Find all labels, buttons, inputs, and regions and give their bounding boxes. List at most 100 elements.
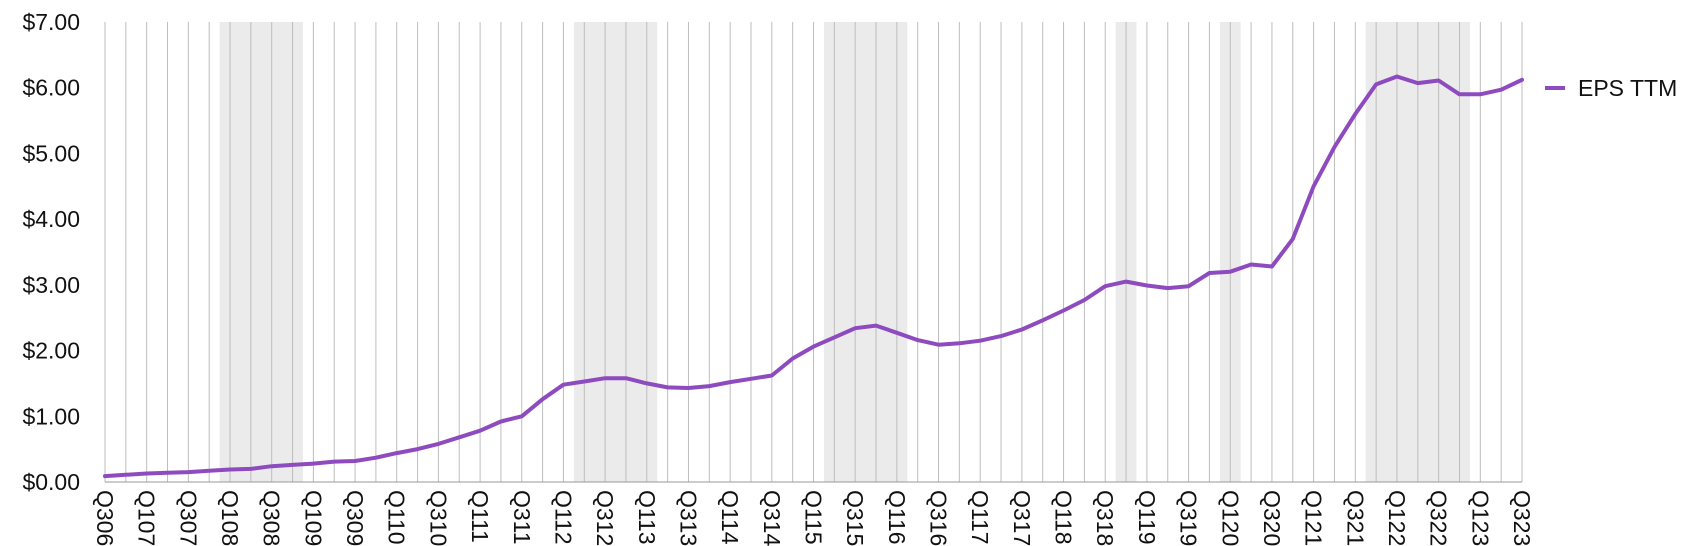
shaded-band-1 [219,22,303,482]
x-tick-label: Q110 [384,490,410,545]
x-tick-label: Q111 [467,490,493,543]
data-point [1499,88,1503,92]
data-point [1041,318,1045,322]
y-tick-label: $3.00 [22,272,80,298]
data-point [207,469,211,473]
data-point [916,338,920,342]
x-tick-label: Q108 [217,490,243,546]
data-point [1207,271,1211,275]
x-tick-label: Q319 [1176,490,1202,546]
data-point [1166,286,1170,290]
data-point [1187,284,1191,288]
data-point [999,334,1003,338]
x-tick-label: Q309 [342,490,368,546]
data-point [1249,262,1253,266]
x-tick-label: Q123 [1467,490,1493,546]
x-tick-label: Q313 [675,490,701,546]
data-point [937,343,941,347]
data-point [353,459,357,463]
legend: EPS TTM [1545,75,1677,101]
data-point [1457,92,1461,96]
data-point [770,374,774,378]
x-tick-label: Q318 [1092,490,1118,546]
x-tick-label: Q314 [759,490,785,546]
data-point [1103,284,1107,288]
x-tick-label: Q114 [717,490,743,545]
x-tick-label: Q310 [425,490,451,546]
data-point [1332,145,1336,149]
data-point [1062,308,1066,312]
y-tick-label: $4.00 [22,206,80,232]
data-point [561,383,565,387]
x-tick-label: Q109 [300,490,326,546]
data-point [103,474,107,478]
data-point [1270,264,1274,268]
x-tick-label: Q118 [1051,490,1077,545]
data-point [228,468,232,472]
data-point [499,420,503,424]
x-tick-label: Q117 [967,490,993,545]
data-point [1478,92,1482,96]
data-point [957,341,961,345]
data-point [603,376,607,380]
data-point [686,386,690,390]
data-point [1291,237,1295,241]
data-point [1395,75,1399,79]
data-point [1353,112,1357,116]
y-tick-label: $1.00 [22,403,80,429]
data-point [791,356,795,360]
data-point [1437,78,1441,82]
x-tick-label: Q317 [1009,490,1035,546]
x-tick-label: Q119 [1134,490,1160,545]
data-point [874,324,878,328]
y-tick-label: $5.00 [22,140,80,166]
x-tick-label: Q321 [1342,490,1368,546]
data-point [311,462,315,466]
x-tick-label: Q112 [550,490,576,545]
shaded-band-3 [823,22,908,482]
data-point [1416,81,1420,85]
data-point [728,380,732,384]
data-point [1020,328,1024,332]
data-point [582,379,586,383]
data-point [520,414,524,418]
x-tick-label: Q113 [634,490,660,545]
y-tick-label: $7.00 [22,9,80,35]
data-point [895,331,899,335]
data-point [436,442,440,446]
x-tick-label: Q316 [926,490,952,546]
x-tick-label: Q322 [1426,490,1452,546]
x-tick-label: Q116 [884,490,910,545]
data-point [145,471,149,475]
data-point [478,429,482,433]
data-point [1374,82,1378,86]
x-tick-label: Q122 [1384,490,1410,546]
data-point [666,385,670,389]
x-tick-label: Q323 [1509,490,1535,546]
y-tick-label: $0.00 [22,469,80,495]
data-point [374,456,378,460]
data-point [332,460,336,464]
data-point [541,397,545,401]
x-tick-label: Q312 [592,490,618,546]
data-point [124,473,128,477]
data-point [624,376,628,380]
data-point [1145,284,1149,288]
x-tick-label: Q115 [801,490,827,545]
y-axis-ticks: $0.00 $1.00 $2.00 $3.00 $4.00 $5.00 $6.00 $7.00 [22,9,80,495]
y-tick-label: $6.00 [22,75,80,101]
x-tick-label: Q308 [259,490,285,546]
legend-label-eps-ttm: EPS TTM [1578,75,1677,101]
data-point [749,377,753,381]
data-point [270,464,274,468]
data-point [166,471,170,475]
x-tick-label: Q320 [1259,490,1285,546]
data-point [1312,184,1316,188]
data-point [291,463,295,467]
data-point [1082,298,1086,302]
vertical-gridlines [104,22,1523,482]
series-lines [103,74,1524,479]
data-point [186,470,190,474]
shaded-band-2 [573,22,658,482]
